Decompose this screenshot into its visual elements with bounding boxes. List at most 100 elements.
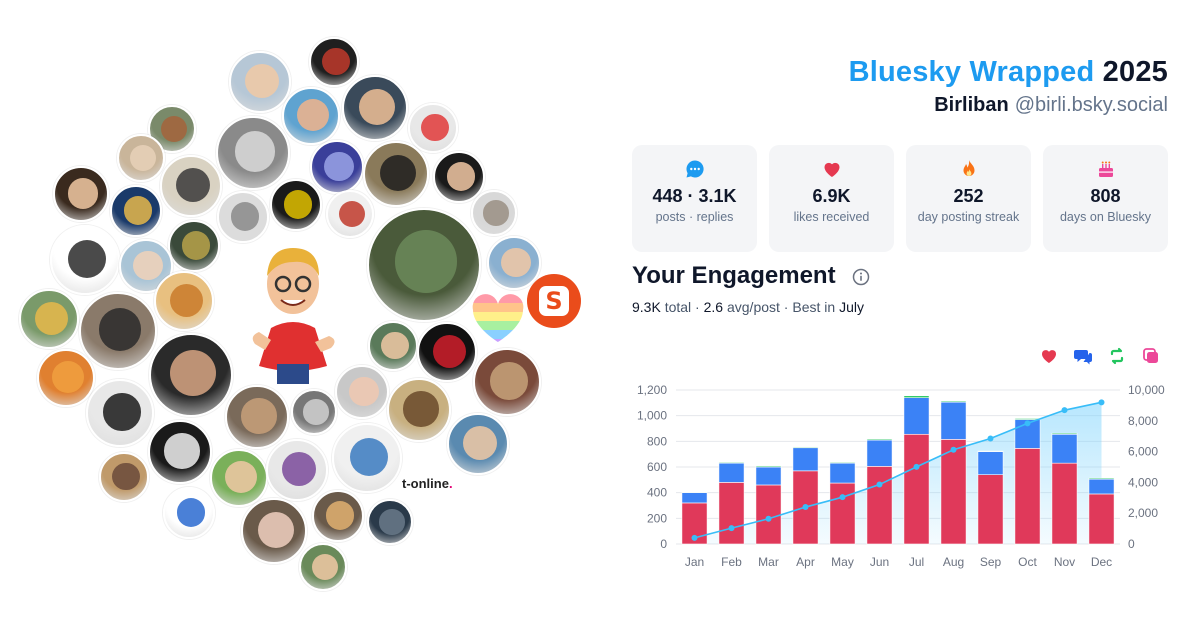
avatar-figure: [52, 361, 84, 394]
follower-avatar[interactable]: [241, 498, 307, 564]
avatar-figure: [103, 393, 141, 431]
engagement-avg-label: avg/post: [726, 299, 780, 315]
bar-reposts: [792, 446, 819, 449]
reposts-legend-icon[interactable]: [1108, 347, 1126, 365]
follower-avatar[interactable]: [368, 321, 418, 371]
cumulative-point: [839, 494, 846, 501]
pride-heart-avatar[interactable]: [471, 294, 525, 344]
bar-replies: [755, 466, 782, 486]
stat-card-likes: 6.9K likes received: [769, 145, 894, 252]
y-tick-label: 1,200: [637, 383, 667, 397]
follower-avatar[interactable]: [363, 141, 429, 207]
follower-avatar[interactable]: [99, 452, 149, 502]
avatar-figure: [324, 151, 354, 182]
tonline-text: t-online: [402, 476, 449, 491]
follower-avatar[interactable]: [387, 378, 451, 442]
follower-avatar[interactable]: [210, 449, 268, 507]
follower-avatar[interactable]: [225, 385, 289, 449]
replies-legend-icon[interactable]: [1074, 347, 1092, 365]
bar-likes: [866, 466, 893, 545]
y2-tick-label: 8,000: [1128, 414, 1158, 428]
bar-replies: [829, 462, 856, 484]
follower-avatar[interactable]: [335, 365, 389, 419]
follower-avatar[interactable]: [86, 379, 154, 447]
follower-avatar[interactable]: [309, 37, 359, 87]
brand-s-letter: S: [539, 286, 569, 316]
follower-avatar[interactable]: [266, 439, 328, 501]
avatar-figure: [421, 113, 449, 142]
follower-avatar[interactable]: [148, 420, 212, 484]
cumulative-point: [802, 504, 809, 511]
follower-avatar[interactable]: [229, 51, 291, 113]
follower-avatar[interactable]: [216, 116, 290, 190]
stat-card-posts: 448 · 3.1K posts · replies: [632, 145, 757, 252]
follower-avatar[interactable]: [217, 191, 269, 243]
avatar-figure: [322, 47, 350, 76]
y-tick-label: 0: [660, 537, 667, 551]
follower-avatar[interactable]: [408, 103, 458, 153]
engagement-total-label: total: [664, 299, 692, 315]
avatar-figure: [483, 200, 509, 226]
wrapped-title: Bluesky Wrapped 2025: [849, 56, 1168, 89]
follower-avatar[interactable]: [487, 236, 541, 290]
follower-avatar[interactable]: [282, 87, 340, 145]
follower-avatar[interactable]: [163, 487, 215, 539]
cumulative-point: [1024, 420, 1031, 427]
engagement-best-month: July: [839, 299, 864, 315]
quotes-legend-icon[interactable]: [1142, 347, 1160, 365]
follower-avatar[interactable]: [471, 190, 517, 236]
follower-avatar[interactable]: [160, 155, 222, 217]
follower-avatar[interactable]: [53, 166, 109, 222]
follower-avatar[interactable]: [447, 413, 509, 475]
engagement-chart: 0 200 400 600 800 1,000 1,200 0 2,000 4,000 6,000 8…: [637, 383, 1165, 569]
follower-avatar[interactable]: [473, 348, 541, 416]
avatar-figure: [169, 350, 217, 397]
follower-avatar[interactable]: [332, 423, 402, 493]
info-icon[interactable]: [852, 268, 870, 286]
avatar-figure: [432, 334, 466, 368]
x-tick-label: Aug: [943, 555, 964, 569]
x-tick-label: Jan: [685, 555, 704, 569]
follower-avatar[interactable]: [310, 140, 364, 194]
cumulative-point: [950, 446, 957, 453]
avatar-figure: [283, 190, 313, 219]
stat-value: 448 · 3.1K: [652, 186, 737, 206]
bar-reposts: [903, 395, 930, 398]
follower-avatar[interactable]: [342, 75, 408, 141]
avatar-figure: [123, 196, 153, 225]
follower-avatar[interactable]: [367, 499, 413, 545]
follower-avatar[interactable]: [299, 543, 347, 591]
tonline-logo[interactable]: t-online.: [402, 476, 453, 491]
follower-avatar[interactable]: [326, 190, 374, 238]
bar-replies: [681, 492, 708, 504]
follower-avatar[interactable]: [367, 208, 481, 322]
follower-avatar[interactable]: [154, 271, 214, 331]
follower-avatar[interactable]: [19, 289, 79, 349]
follower-avatar[interactable]: [312, 490, 364, 542]
likes-legend-icon[interactable]: [1040, 347, 1058, 365]
avatar-figure: [462, 426, 498, 461]
brand-s-logo[interactable]: S: [527, 274, 581, 328]
follower-avatar[interactable]: [433, 151, 485, 203]
speech-bubble-icon: [685, 160, 704, 178]
follower-avatar[interactable]: [117, 134, 165, 182]
bar-reposts: [940, 400, 967, 403]
x-tick-label: Apr: [796, 555, 815, 569]
follower-avatar[interactable]: [110, 185, 162, 237]
follower-avatar[interactable]: [417, 322, 477, 382]
user-handle[interactable]: @birli.bsky.social: [1014, 94, 1168, 116]
follower-avatar[interactable]: [50, 225, 120, 295]
cumulative-point: [765, 515, 772, 522]
follower-avatar[interactable]: [37, 349, 95, 407]
user-line: Birliban @birli.bsky.social: [934, 94, 1168, 117]
avatar-figure: [338, 200, 366, 227]
follower-avatar[interactable]: [79, 292, 157, 370]
follower-avatar[interactable]: [291, 389, 337, 435]
bar-reposts: [1088, 477, 1115, 480]
y2-tick-label: 10,000: [1128, 383, 1165, 397]
follower-avatar[interactable]: [149, 333, 233, 417]
follower-avatar[interactable]: [270, 179, 322, 231]
profile-memoji: [252, 248, 335, 384]
follower-avatar[interactable]: [168, 220, 220, 272]
